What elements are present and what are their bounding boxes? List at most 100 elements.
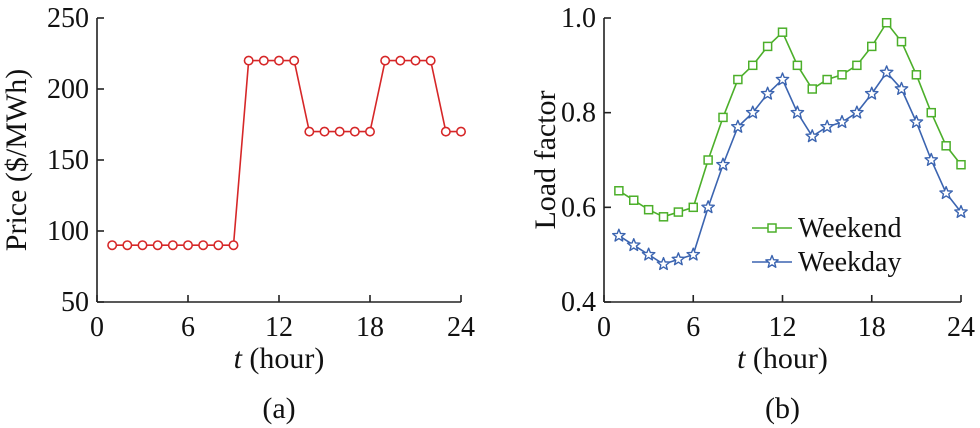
legend-label: Weekday — [798, 247, 901, 278]
data-point — [440, 126, 451, 137]
data-point — [939, 185, 954, 200]
panel-label: (a) — [262, 392, 295, 425]
data-point — [837, 70, 847, 80]
data-point — [686, 247, 701, 261]
data-point — [122, 240, 133, 251]
data-point — [137, 240, 148, 251]
y-axis-title: Load factor — [529, 90, 562, 229]
x-tick-label: 6 — [686, 312, 700, 343]
y-tick-label: 100 — [47, 216, 89, 247]
data-point — [701, 200, 716, 214]
x-axis-title-unit: (hour) — [242, 342, 324, 375]
data-point — [289, 55, 300, 66]
data-point — [395, 55, 406, 66]
series-line — [112, 59, 461, 246]
y-tick-label: 1.0 — [561, 3, 596, 34]
data-point — [410, 55, 421, 66]
data-point — [896, 36, 907, 47]
data-point — [183, 240, 194, 251]
x-axis-title-variable: t — [737, 342, 746, 375]
x-axis-title: t (hour) — [234, 342, 325, 375]
data-point — [425, 55, 436, 66]
data-point — [718, 112, 728, 123]
data-point — [167, 240, 178, 251]
panel-a-price-chart: 0 6 12 18 24 50 100 150 200 250 Price ($/MWh) t (ho… — [0, 3, 475, 425]
series-weekend — [614, 17, 966, 222]
data-point — [703, 155, 713, 165]
legend-swatch-marker — [767, 223, 777, 233]
data-point — [762, 41, 773, 52]
data-point — [198, 240, 209, 251]
y-tick-label: 0.6 — [561, 192, 596, 223]
data-point — [849, 105, 864, 119]
data-point — [364, 126, 375, 137]
data-point — [775, 72, 790, 86]
x-tick-label: 18 — [356, 312, 384, 343]
legend-label: Weekend — [798, 213, 901, 244]
x-tick-label: 12 — [265, 312, 293, 343]
data-point — [745, 105, 760, 119]
x-axis-title-variable: t — [234, 342, 243, 375]
data-point — [671, 252, 686, 266]
x-tick-label: 12 — [769, 312, 797, 343]
data-point — [760, 86, 775, 100]
data-point — [656, 256, 671, 271]
legend-item: Weekday — [752, 247, 901, 278]
x-tick-label: 6 — [181, 312, 195, 343]
data-point — [626, 237, 641, 252]
data-point — [334, 126, 345, 137]
data-point — [243, 55, 254, 66]
data-point — [716, 157, 730, 171]
data-point — [213, 240, 224, 251]
y-axis-title: Price ($/MWh) — [0, 69, 33, 251]
data-point — [792, 60, 803, 71]
legend-item: Weekend — [752, 213, 901, 244]
data-point — [835, 114, 849, 129]
data-point — [941, 141, 951, 151]
data-point — [909, 114, 924, 129]
x-tick-label: 24 — [947, 312, 975, 343]
x-tick-label: 18 — [858, 312, 886, 343]
data-point — [455, 126, 466, 137]
data-point — [152, 240, 163, 251]
data-point — [641, 247, 656, 261]
data-point — [822, 74, 832, 85]
legend-swatch-marker — [765, 254, 779, 268]
data-point — [911, 70, 922, 80]
data-point — [730, 119, 745, 133]
x-axis-title: t (hour) — [737, 342, 828, 375]
y-tick-label: 0.8 — [561, 98, 596, 129]
series-line — [618, 71, 962, 266]
y-tick-label: 0.4 — [561, 287, 596, 318]
data-point — [319, 126, 330, 137]
data-point — [924, 152, 939, 166]
data-point — [805, 129, 820, 143]
data-point — [894, 81, 909, 95]
y-tick-label: 200 — [47, 74, 89, 105]
data-point — [629, 195, 639, 205]
series-0 — [107, 55, 466, 251]
y-tick-label: 150 — [47, 145, 89, 176]
data-point — [673, 207, 684, 217]
data-point — [688, 202, 698, 213]
data-point — [304, 126, 315, 137]
data-point — [820, 119, 835, 133]
series-weekday — [611, 65, 968, 271]
panel-label: (b) — [765, 392, 800, 425]
data-point — [881, 17, 892, 28]
data-point — [748, 60, 758, 71]
data-point — [380, 55, 391, 66]
x-tick-label: 0 — [597, 312, 611, 343]
data-point — [228, 240, 239, 251]
data-point — [852, 60, 862, 71]
data-point — [807, 84, 817, 94]
data-point — [864, 86, 879, 100]
x-axis-title-unit: (hour) — [745, 342, 827, 375]
data-point — [879, 65, 894, 79]
x-tick-label: 24 — [447, 312, 475, 343]
data-point — [273, 55, 284, 66]
data-point — [107, 240, 118, 251]
